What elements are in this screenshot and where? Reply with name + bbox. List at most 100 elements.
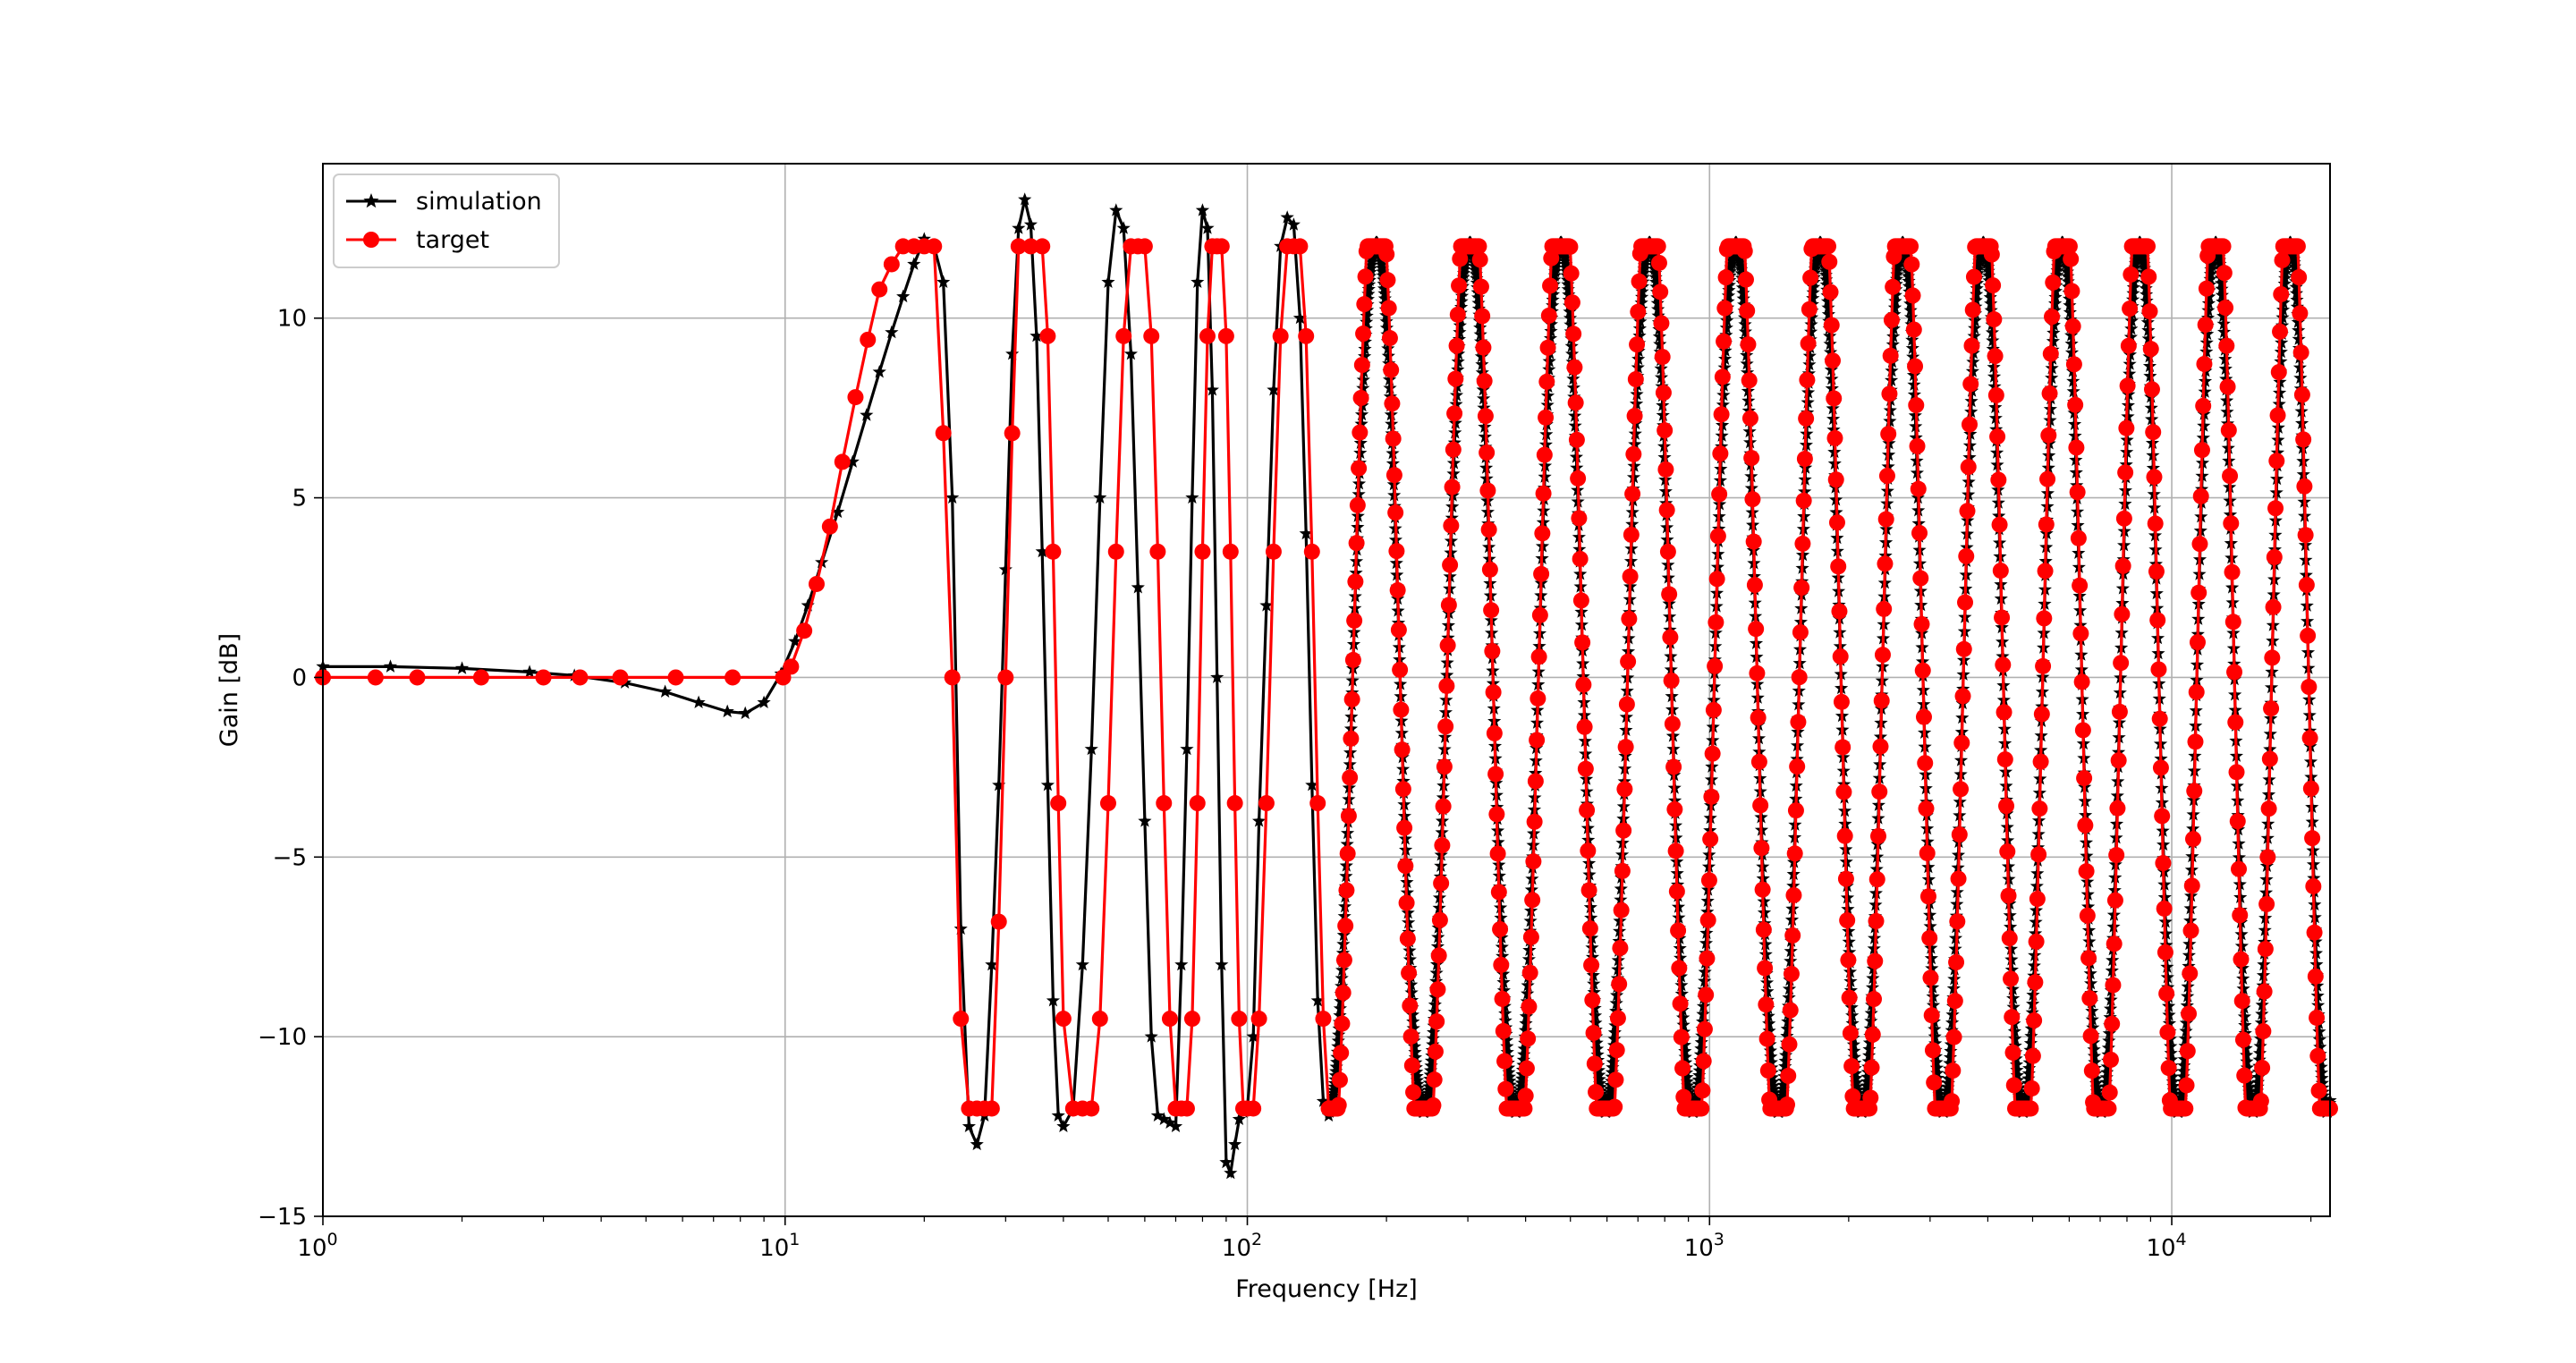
- point-simulation: [2126, 280, 2140, 294]
- point-target: [1010, 238, 1027, 255]
- point-target: [783, 658, 800, 675]
- point-target: [472, 669, 489, 686]
- point-target: [1958, 547, 1975, 564]
- point-target: [535, 669, 552, 686]
- point-simulation: [936, 275, 951, 288]
- point-target: [1782, 1002, 1799, 1019]
- point-target: [1702, 831, 1719, 848]
- point-simulation: [2216, 317, 2231, 330]
- point-simulation: [1500, 1039, 1514, 1053]
- point-target: [1998, 798, 2015, 815]
- x-tick-label: 103: [1684, 1230, 1724, 1262]
- point-target: [1343, 690, 1360, 707]
- point-target: [2183, 877, 2200, 894]
- point-simulation: [801, 598, 815, 612]
- point-target: [1923, 1007, 1940, 1024]
- point-simulation: [1907, 377, 1921, 391]
- point-target: [1398, 894, 1415, 911]
- plot-frame: [322, 163, 2331, 1217]
- point-simulation: [1406, 1014, 1420, 1028]
- point-target: [2298, 577, 2315, 594]
- point-target: [1799, 371, 1816, 388]
- point-simulation: [1778, 1054, 1792, 1067]
- point-simulation: [2312, 1032, 2326, 1046]
- point-simulation: [2140, 293, 2154, 308]
- point-simulation: [1845, 1016, 1860, 1029]
- point-target: [1402, 1028, 1419, 1045]
- point-target: [2227, 714, 2244, 731]
- legend-marker-star: [363, 193, 379, 208]
- point-simulation: [2199, 344, 2214, 358]
- point-target: [2004, 1044, 2021, 1061]
- point-target: [1823, 317, 1840, 334]
- point-simulation: [1926, 980, 1940, 994]
- point-simulation: [1864, 1013, 1878, 1028]
- point-target: [1827, 471, 1844, 488]
- point-target: [1572, 592, 1589, 609]
- point-simulation: [2310, 988, 2325, 1002]
- point-target: [1309, 795, 1326, 812]
- point-target: [2301, 730, 2318, 747]
- point-target: [1844, 1088, 1861, 1105]
- point-simulation: [1540, 388, 1555, 402]
- point-target: [1832, 648, 1849, 665]
- point-simulation: [1824, 362, 1838, 377]
- point-target: [1881, 385, 1898, 402]
- point-simulation: [1887, 301, 1902, 314]
- point-simulation: [1566, 380, 1580, 394]
- point-target: [2289, 238, 2306, 255]
- point-simulation: [383, 659, 398, 673]
- point-target: [2269, 407, 2286, 424]
- point-simulation: [1784, 953, 1798, 968]
- point-target: [2155, 855, 2172, 872]
- point-target: [2118, 419, 2135, 436]
- point-target: [2026, 1012, 2043, 1029]
- point-target: [1918, 800, 1935, 817]
- point-target: [2004, 1009, 2021, 1026]
- point-target: [1451, 277, 1468, 294]
- point-target: [796, 622, 813, 639]
- point-target: [1428, 1013, 1445, 1030]
- point-target: [2111, 703, 2128, 720]
- point-simulation: [2021, 1071, 2036, 1085]
- point-target: [1802, 269, 1819, 286]
- point-target: [1477, 408, 1494, 425]
- point-simulation: [1717, 360, 1732, 374]
- point-target: [1745, 533, 1762, 550]
- point-target: [1571, 510, 1588, 527]
- point-simulation: [2179, 1024, 2193, 1037]
- point-target: [1758, 1030, 1775, 1047]
- point-target: [2108, 847, 2125, 864]
- point-simulation: [1890, 263, 1905, 276]
- point-target: [1621, 610, 1638, 627]
- point-simulation: [2063, 305, 2077, 318]
- point-target: [1709, 528, 1726, 545]
- point-simulation: [2024, 1029, 2038, 1043]
- point-target: [1576, 718, 1593, 735]
- point-simulation: [1356, 381, 1370, 394]
- point-target: [1315, 1011, 1332, 1028]
- point-target: [1743, 450, 1760, 467]
- point-target: [1484, 643, 1501, 660]
- point-target: [1992, 563, 2009, 580]
- point-target: [935, 425, 952, 442]
- point-target: [1584, 992, 1601, 1009]
- point-target: [1533, 565, 1550, 582]
- point-simulation: [1780, 1021, 1794, 1036]
- point-simulation: [2048, 290, 2063, 303]
- point-simulation: [1941, 1080, 1955, 1094]
- point-target: [1405, 1084, 1422, 1101]
- point-target: [1994, 609, 2011, 626]
- point-target: [1392, 661, 1409, 678]
- point-target: [1749, 665, 1766, 682]
- point-target: [2220, 422, 2237, 439]
- point-simulation: [1040, 778, 1055, 792]
- point-simulation: [1888, 294, 1902, 308]
- point-simulation: [2050, 263, 2064, 277]
- point-simulation: [1174, 957, 1189, 971]
- point-target: [2106, 892, 2123, 909]
- point-target: [2036, 610, 2053, 627]
- point-simulation: [2164, 1039, 2178, 1053]
- point-target: [1657, 461, 1674, 478]
- point-target: [1705, 701, 1722, 718]
